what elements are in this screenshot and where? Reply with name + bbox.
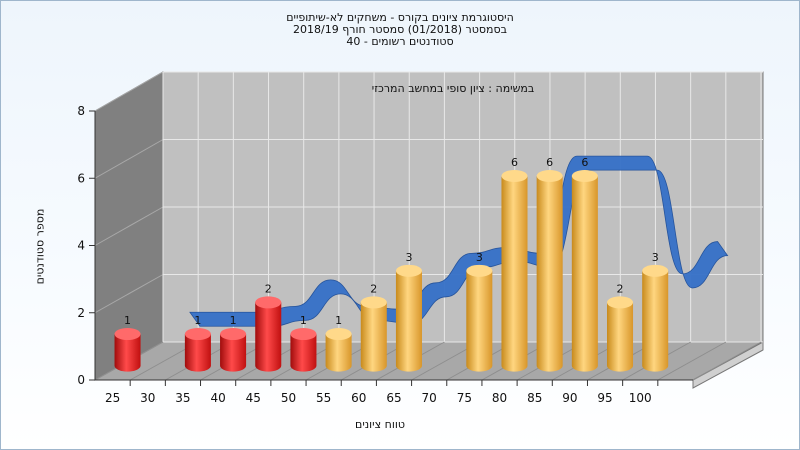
- x-tick-label: 85: [527, 391, 542, 405]
- bar-body: [220, 334, 247, 372]
- bar-cap: [466, 264, 493, 277]
- y-tick-label: 2: [77, 306, 85, 320]
- bar-data-label: 2: [617, 282, 624, 295]
- gridline-floor: [692, 341, 762, 381]
- bar-cap: [184, 328, 211, 341]
- bar-85: [536, 169, 563, 372]
- x-tick-label: 75: [457, 391, 472, 405]
- bar-40: [220, 328, 247, 372]
- bar-cap: [642, 264, 669, 277]
- bar-cap: [114, 328, 141, 341]
- bar-body: [255, 302, 282, 372]
- x-tick-label: 90: [562, 391, 577, 405]
- x-tick-label: 80: [492, 391, 507, 405]
- bar-45: [255, 296, 282, 372]
- x-tick-label: 100: [629, 391, 652, 405]
- bar-data-label: 1: [300, 314, 307, 327]
- bar-100: [642, 264, 669, 372]
- chart-title-line-2: בסמסטר (01/2018) סמסטר חורף 2018/19: [293, 23, 507, 36]
- x-tick-label: 40: [210, 391, 225, 405]
- bar-60: [360, 296, 387, 372]
- gridline-side: [94, 139, 164, 179]
- bar-body: [501, 175, 528, 372]
- bar-cap: [290, 328, 317, 341]
- x-tick-label: 30: [140, 391, 155, 405]
- x-tick-label: 60: [351, 391, 366, 405]
- gridline-side: [94, 274, 164, 314]
- bar-body: [325, 334, 352, 372]
- bar-body: [395, 270, 422, 372]
- bar-95: [607, 296, 634, 372]
- x-tick-label: 35: [175, 391, 190, 405]
- bar-cap: [325, 328, 352, 341]
- x-tick-label: 70: [422, 391, 437, 405]
- bar-cap: [501, 169, 528, 182]
- bar-data-label: 3: [476, 251, 483, 264]
- bar-data-label: 1: [230, 314, 237, 327]
- gridline-side: [94, 206, 164, 246]
- y-tick-label: 0: [77, 373, 85, 387]
- bar-80: [501, 169, 528, 372]
- bar-50: [290, 328, 317, 372]
- x-tick-label: 50: [281, 391, 296, 405]
- bar-body: [290, 334, 317, 372]
- y-tick-label: 6: [77, 171, 85, 185]
- bar-body: [184, 334, 211, 372]
- bar-cap: [607, 296, 634, 309]
- bar-data-label: 1: [335, 314, 342, 327]
- x-tick-label: 45: [246, 391, 261, 405]
- chart-title-line-1: היסטוגרמת ציונים בקורס - משחקים לא-שיתופ…: [286, 11, 514, 24]
- x-tick-label: 65: [386, 391, 401, 405]
- bar-35: [184, 328, 211, 372]
- x-tick-label: 25: [105, 391, 120, 405]
- bar-cap: [255, 296, 282, 309]
- chart-annotation: במשימה : ציון סופי במחשב המרכזי: [372, 82, 535, 95]
- bar-data-label: 3: [652, 251, 659, 264]
- bar-body: [571, 175, 598, 372]
- floor-edge: [692, 341, 764, 389]
- bar-cap: [571, 169, 598, 182]
- bar-data-label: 6: [546, 156, 553, 169]
- bar-75: [466, 264, 493, 372]
- y-axis-title: מספר סטודנטים: [33, 208, 47, 285]
- bar-25: [114, 328, 141, 372]
- x-tick-label: 95: [597, 391, 612, 405]
- chart-title-line-3: סטודנטים רשומים - 40: [346, 35, 454, 48]
- bar-cap: [360, 296, 387, 309]
- bar-90: [571, 169, 598, 372]
- bar-body: [114, 334, 141, 372]
- y-tick-label: 8: [77, 104, 85, 118]
- bar-data-label: 3: [405, 251, 412, 264]
- bar-data-label: 1: [124, 314, 131, 327]
- bar-cap: [395, 264, 422, 277]
- bar-body: [536, 175, 563, 372]
- bar-body: [642, 270, 669, 372]
- bar-body: [466, 270, 493, 372]
- bar-cap: [220, 328, 247, 341]
- bar-data-label: 6: [511, 156, 518, 169]
- bar-data-label: 1: [194, 314, 201, 327]
- x-axis-title: טווח ציונים: [355, 418, 405, 431]
- bar-data-label: 2: [265, 282, 272, 295]
- bar-55: [325, 328, 352, 372]
- x-tick-label: 55: [316, 391, 331, 405]
- gridline-floor: [657, 341, 727, 381]
- y-tick-label: 4: [77, 239, 85, 253]
- bar-body: [607, 302, 634, 372]
- bar-data-label: 6: [581, 156, 588, 169]
- bar-65: [395, 264, 422, 372]
- bar-cap: [536, 169, 563, 182]
- bar-body: [360, 302, 387, 372]
- gridline-side: [94, 71, 164, 112]
- bar-data-label: 2: [370, 282, 377, 295]
